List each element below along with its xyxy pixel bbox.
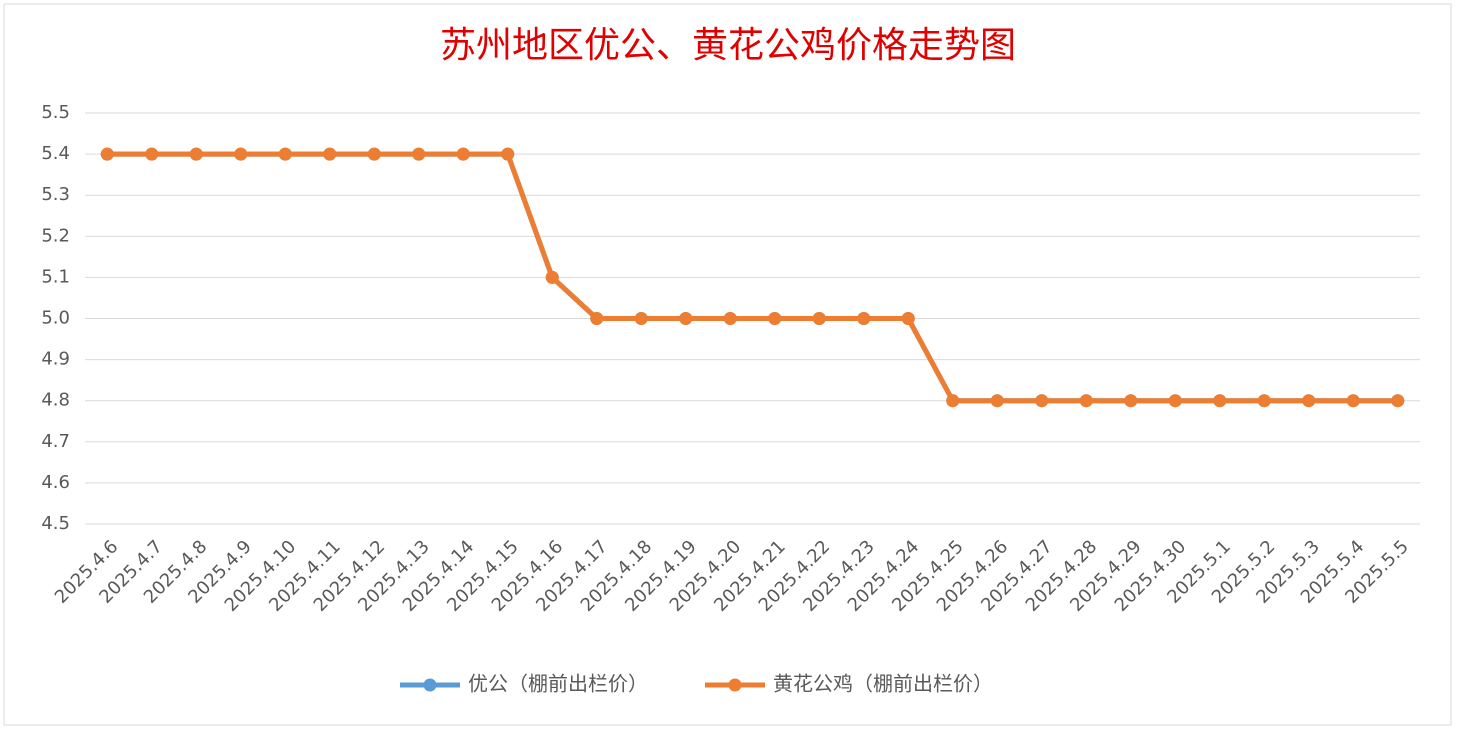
legend-label: 黄花公鸡（棚前出栏价） [773,672,993,696]
point [990,394,1004,408]
point [456,147,470,161]
point [501,147,515,161]
point [1391,394,1405,408]
y-tick-label: 4.6 [41,472,70,493]
y-tick-label: 5.2 [41,225,70,246]
y-tick-label: 4.7 [41,431,70,452]
point [901,312,915,325]
chart-title: 苏州地区优公、黄花公鸡价格走势图 [440,25,1016,66]
point [1302,394,1316,408]
point [1257,394,1271,408]
point [1079,394,1093,408]
series-line [107,151,1398,404]
y-tick-label: 4.8 [41,390,70,411]
point [812,312,826,325]
point [946,394,960,408]
point [189,147,203,161]
y-tick-label: 5.4 [41,143,70,164]
point [278,147,292,161]
y-tick-label: 4.9 [41,349,70,370]
point [1124,394,1138,408]
point [1346,394,1360,408]
point [634,312,648,325]
point [234,147,248,161]
point [590,312,604,325]
point [768,312,782,325]
point [679,312,693,325]
point [145,147,159,161]
y-tick-label: 5.1 [41,266,70,287]
point [1035,394,1049,408]
point [723,312,737,325]
y-tick-label: 5.3 [41,184,70,205]
point [100,147,114,161]
point [857,312,871,325]
point [323,147,337,161]
y-tick-label: 5.0 [41,308,70,329]
point [1213,394,1227,408]
y-tick-label: 5.5 [41,102,70,123]
point [412,147,426,161]
point [1168,394,1182,408]
chart-border [3,3,1452,726]
point [545,270,559,284]
point [367,147,381,161]
legend-marker [423,678,437,692]
y-tick-label: 4.5 [41,513,70,534]
legend-marker [728,678,742,692]
legend-label: 优公（棚前出栏价） [468,672,648,696]
